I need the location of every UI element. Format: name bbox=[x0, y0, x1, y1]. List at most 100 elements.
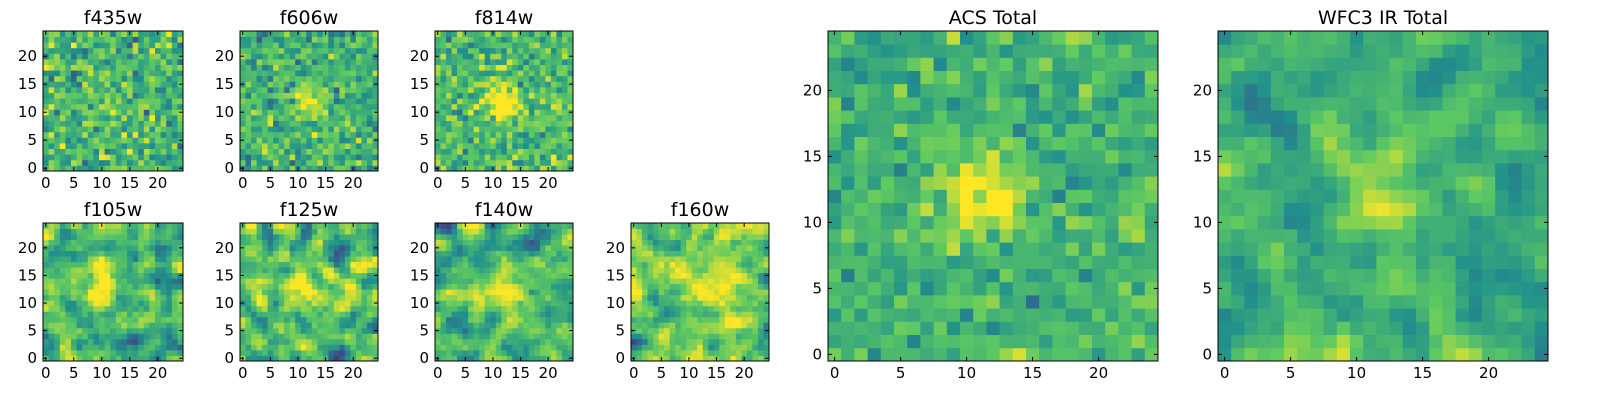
heatmap-cell bbox=[669, 344, 676, 351]
heatmap-cell bbox=[534, 327, 541, 334]
heatmap-cell bbox=[138, 327, 145, 334]
heatmap-cell bbox=[300, 120, 307, 127]
heatmap-cell bbox=[664, 338, 671, 345]
heatmap-cell bbox=[545, 36, 552, 43]
heatmap-cell bbox=[366, 92, 373, 99]
heatmap-cell bbox=[523, 87, 530, 93]
heatmap-cell bbox=[76, 137, 83, 144]
heatmap-cell bbox=[669, 278, 676, 285]
heatmap-cell bbox=[295, 305, 302, 312]
heatmap-cell bbox=[104, 75, 111, 82]
heatmap-cell bbox=[484, 59, 491, 65]
heatmap-cell bbox=[99, 267, 105, 274]
heatmap-cell bbox=[350, 239, 357, 246]
heatmap-cell bbox=[1131, 215, 1146, 230]
heatmap-cell bbox=[724, 322, 731, 329]
heatmap-cell bbox=[479, 47, 486, 54]
heatmap-cell bbox=[155, 154, 161, 161]
heatmap-cell bbox=[284, 261, 291, 268]
heatmap-cell bbox=[54, 59, 61, 65]
heatmap-cell bbox=[512, 98, 519, 105]
heatmap-cell bbox=[361, 256, 368, 263]
heatmap-cell bbox=[680, 228, 687, 235]
heatmap-cell bbox=[435, 120, 441, 127]
heatmap-cell bbox=[506, 47, 513, 54]
heatmap-cell bbox=[256, 165, 263, 172]
heatmap-cell bbox=[457, 143, 463, 149]
heatmap-cell bbox=[435, 234, 441, 240]
heatmap-cell bbox=[339, 59, 346, 65]
heatmap-cell bbox=[561, 322, 568, 329]
heatmap-cell bbox=[339, 349, 346, 356]
heatmap-cell bbox=[361, 300, 368, 307]
heatmap-cell bbox=[457, 300, 463, 307]
heatmap-cell bbox=[177, 42, 184, 49]
heatmap-cell bbox=[479, 70, 486, 77]
heatmap-cell bbox=[534, 64, 541, 71]
heatmap-cell bbox=[479, 234, 486, 240]
heatmap-cell bbox=[473, 239, 480, 246]
heatmap-cell bbox=[675, 294, 682, 301]
heatmap-cell bbox=[636, 256, 643, 263]
heatmap-cell bbox=[339, 300, 346, 307]
heatmap-cell bbox=[311, 250, 318, 257]
heatmap-cell bbox=[59, 70, 66, 77]
heatmap-cell bbox=[479, 154, 486, 161]
heatmap-cell bbox=[284, 47, 291, 54]
heatmap-cell bbox=[350, 245, 357, 251]
heatmap-cell bbox=[730, 322, 737, 329]
heatmap-cell bbox=[854, 242, 868, 256]
heatmap-cell bbox=[240, 333, 246, 340]
heatmap-cell bbox=[267, 98, 274, 105]
heatmap-cell bbox=[534, 131, 541, 138]
heatmap-cell bbox=[166, 278, 173, 285]
heatmap-cell bbox=[550, 305, 557, 312]
heatmap-cell bbox=[155, 245, 161, 251]
heatmap-cell bbox=[76, 53, 83, 60]
heatmap-cell bbox=[245, 322, 252, 329]
heatmap-cell bbox=[462, 70, 469, 77]
heatmap-cell bbox=[495, 338, 502, 345]
heatmap-cell bbox=[138, 349, 145, 356]
heatmap-cell bbox=[960, 229, 974, 243]
heatmap-cell bbox=[1026, 255, 1040, 269]
heatmap-cell bbox=[647, 283, 654, 290]
heatmap-cell bbox=[880, 202, 895, 217]
heatmap-cell bbox=[631, 311, 637, 318]
heatmap-cell bbox=[59, 154, 66, 161]
heatmap-cell bbox=[446, 31, 452, 37]
heatmap-cell bbox=[702, 349, 709, 356]
heatmap-cell bbox=[311, 261, 318, 268]
heatmap-cell bbox=[451, 278, 458, 285]
heatmap-cell bbox=[48, 322, 55, 329]
heatmap-cell bbox=[171, 148, 178, 155]
heatmap-cell bbox=[473, 289, 480, 296]
heatmap-cell bbox=[523, 120, 530, 127]
heatmap-cell bbox=[841, 321, 855, 335]
heatmap-cell bbox=[300, 234, 307, 240]
heatmap-cell bbox=[99, 109, 105, 116]
heatmap-cell bbox=[495, 47, 502, 54]
heatmap-cell bbox=[556, 165, 563, 172]
heatmap-cell bbox=[355, 316, 362, 323]
heatmap-cell bbox=[110, 322, 117, 329]
heatmap-cell bbox=[946, 268, 961, 283]
heatmap-cell bbox=[48, 289, 55, 296]
heatmap-cell bbox=[446, 87, 452, 93]
heatmap-cell bbox=[366, 109, 373, 116]
heatmap-cell bbox=[339, 305, 346, 312]
heatmap-cell bbox=[127, 338, 133, 345]
heatmap-cell bbox=[110, 47, 117, 54]
heatmap-cell bbox=[171, 42, 178, 49]
heatmap-cell bbox=[642, 228, 648, 235]
heatmap-cell bbox=[366, 81, 373, 88]
heatmap-cell bbox=[361, 272, 368, 279]
heatmap-cell bbox=[115, 98, 122, 105]
heatmap-cell bbox=[550, 272, 557, 279]
heatmap-cell bbox=[355, 70, 362, 77]
heatmap-cell bbox=[534, 344, 541, 351]
heatmap-cell bbox=[160, 64, 167, 71]
heatmap-cell bbox=[567, 239, 574, 246]
heatmap-cell bbox=[539, 278, 546, 285]
heatmap-cell bbox=[1105, 255, 1119, 269]
